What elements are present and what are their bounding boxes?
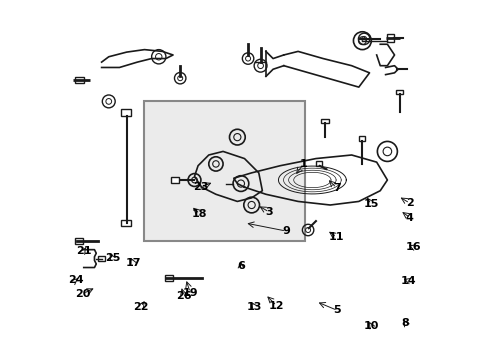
Text: 8: 8 xyxy=(401,318,408,328)
Bar xyxy=(395,90,403,94)
Text: 9: 9 xyxy=(282,226,290,236)
Text: 1: 1 xyxy=(299,159,306,169)
Bar xyxy=(165,275,173,281)
Bar xyxy=(75,77,83,83)
Text: 14: 14 xyxy=(400,276,416,286)
Bar xyxy=(320,118,328,123)
Text: 21: 21 xyxy=(76,246,91,256)
Text: 4: 4 xyxy=(405,212,413,222)
Text: 10: 10 xyxy=(363,321,378,331)
Text: 25: 25 xyxy=(104,253,120,263)
Text: 16: 16 xyxy=(405,242,421,252)
Bar xyxy=(386,34,393,42)
Text: 20: 20 xyxy=(75,289,91,298)
Bar xyxy=(358,136,365,141)
Text: 11: 11 xyxy=(328,232,344,242)
Bar xyxy=(121,109,131,116)
Text: 2: 2 xyxy=(405,198,413,208)
Text: 3: 3 xyxy=(265,207,273,217)
Bar xyxy=(315,161,322,166)
Text: 7: 7 xyxy=(332,183,340,193)
Bar xyxy=(75,238,82,244)
Text: 17: 17 xyxy=(125,258,141,268)
Bar xyxy=(171,177,179,183)
Text: 23: 23 xyxy=(193,182,208,192)
Bar xyxy=(121,220,131,226)
Bar xyxy=(98,256,105,261)
Text: 15: 15 xyxy=(363,199,378,209)
Text: 13: 13 xyxy=(246,302,262,312)
Text: 5: 5 xyxy=(333,305,341,315)
Text: 12: 12 xyxy=(268,301,284,311)
Bar xyxy=(144,102,305,241)
Text: 24: 24 xyxy=(68,275,83,285)
Text: 26: 26 xyxy=(176,291,191,301)
Text: 6: 6 xyxy=(237,261,244,271)
Text: 22: 22 xyxy=(133,302,148,312)
Text: 18: 18 xyxy=(192,209,207,219)
Text: 19: 19 xyxy=(182,288,198,297)
